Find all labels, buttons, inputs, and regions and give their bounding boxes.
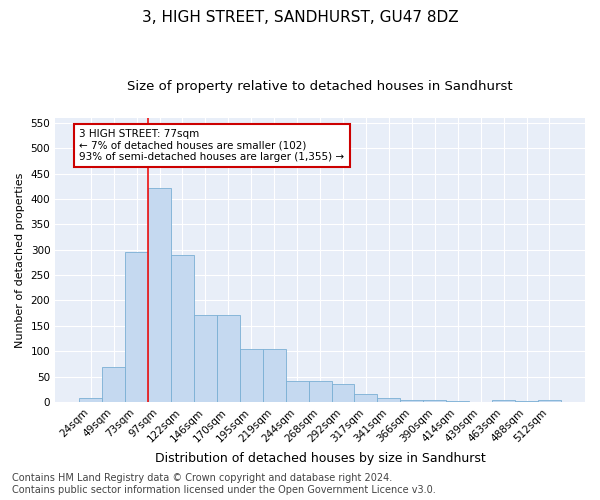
Bar [79,398,102,402]
Bar [286,380,308,402]
Bar [171,255,194,402]
Bar [538,400,561,402]
Bar [102,368,125,402]
Bar [492,400,515,402]
Text: 3 HIGH STREET: 77sqm
← 7% of detached houses are smaller (102)
93% of semi-detac: 3 HIGH STREET: 77sqm ← 7% of detached ho… [79,129,344,162]
Bar [377,398,400,402]
Bar [400,400,423,402]
Bar [194,314,217,402]
Bar [332,384,355,402]
Title: Size of property relative to detached houses in Sandhurst: Size of property relative to detached ho… [127,80,513,93]
Bar [217,314,240,402]
Text: 3, HIGH STREET, SANDHURST, GU47 8DZ: 3, HIGH STREET, SANDHURST, GU47 8DZ [142,10,458,25]
Bar [423,400,446,402]
Bar [240,349,263,402]
Bar [263,349,286,402]
Bar [148,188,171,402]
X-axis label: Distribution of detached houses by size in Sandhurst: Distribution of detached houses by size … [155,452,485,465]
Text: Contains HM Land Registry data © Crown copyright and database right 2024.
Contai: Contains HM Land Registry data © Crown c… [12,474,436,495]
Bar [308,380,332,402]
Bar [355,394,377,402]
Y-axis label: Number of detached properties: Number of detached properties [15,172,25,348]
Bar [125,252,148,402]
